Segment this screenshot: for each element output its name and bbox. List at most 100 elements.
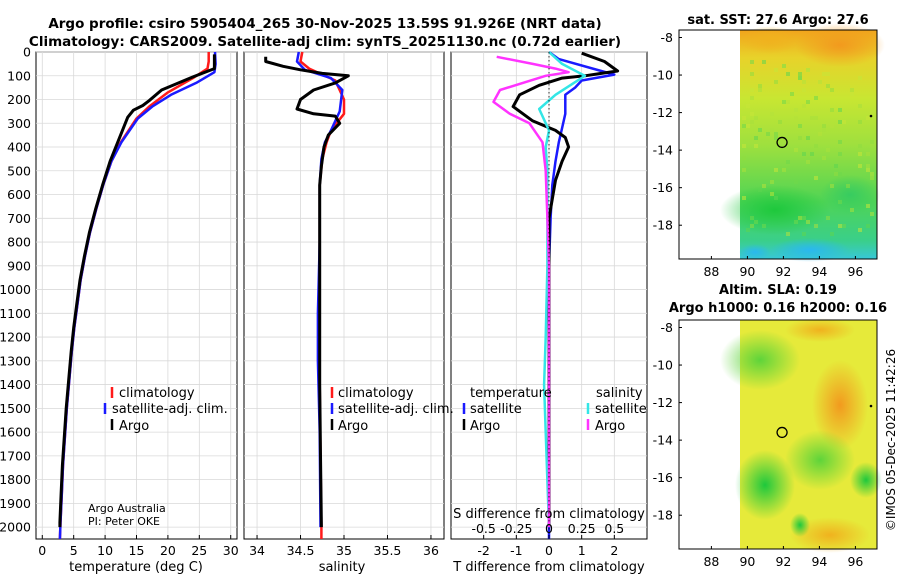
sla-map-ticks: 88 90 92 94 96 -8 -10 -12 -14 -16 -18 bbox=[653, 320, 864, 569]
sst-pixel bbox=[814, 176, 818, 180]
x-top-tick-label: -0.5 bbox=[471, 521, 495, 536]
sst-pixel bbox=[794, 108, 798, 112]
sst-pixel bbox=[746, 124, 750, 128]
sst-pixel bbox=[770, 112, 774, 116]
sst-pixel bbox=[762, 184, 766, 188]
sst-pixel bbox=[866, 224, 870, 228]
y-tick-label: 200 bbox=[7, 92, 31, 107]
sst-pixel bbox=[830, 108, 834, 112]
legend-label-t-argo: Argo bbox=[470, 419, 500, 434]
y-tick-label: 0 bbox=[23, 45, 31, 60]
x-tick-label: 2 bbox=[610, 543, 618, 558]
sst-pixel bbox=[782, 168, 786, 172]
sla-edge-dot bbox=[869, 404, 873, 408]
sst-pixel bbox=[870, 212, 874, 216]
sst-map: 88 90 92 94 96 -8 -10 -12 -14 -16 -18 bbox=[653, 23, 885, 279]
map-x-tick-label: 94 bbox=[811, 554, 827, 569]
credit-line1: Argo Australia bbox=[88, 502, 166, 515]
map-y-tick-label: -14 bbox=[653, 143, 673, 158]
x-tick-label: 5 bbox=[70, 543, 78, 558]
sst-pixel bbox=[814, 224, 818, 228]
x-tick-label: 10 bbox=[97, 543, 113, 558]
sst-pixel bbox=[806, 100, 810, 104]
sst-pixel bbox=[838, 152, 842, 156]
y-tick-label: 1000 bbox=[0, 282, 31, 297]
y-tick-label: 700 bbox=[7, 211, 31, 226]
series-line-argo bbox=[58, 54, 216, 528]
sst-pixel bbox=[786, 232, 790, 236]
legend-label-satellite: satellite-adj. clim. bbox=[112, 402, 228, 417]
map-x-tick-label: 88 bbox=[703, 264, 719, 279]
sst-pixel bbox=[830, 88, 834, 92]
x-tick-label: 36 bbox=[423, 543, 439, 558]
y-tick-label: 400 bbox=[7, 140, 31, 155]
sst-pixel bbox=[842, 120, 846, 124]
y-tick-label: 500 bbox=[7, 163, 31, 178]
sst-pixel bbox=[806, 68, 810, 72]
sst-pixel bbox=[762, 60, 766, 64]
y-tick-label: 1500 bbox=[0, 401, 31, 416]
sst-cool-patch-2 bbox=[820, 175, 880, 215]
sst-pixel bbox=[826, 216, 830, 220]
sst-pixel bbox=[742, 168, 746, 172]
map-y-tick-label: -12 bbox=[653, 105, 673, 120]
map-x-tick-label: 90 bbox=[739, 264, 755, 279]
series-line-satellite-adj-clim- bbox=[58, 51, 217, 540]
sst-pixel bbox=[858, 120, 862, 124]
sla-map: 88 90 92 94 96 -8 -10 -12 -14 -16 -18 bbox=[653, 318, 882, 569]
sst-pixel bbox=[810, 116, 814, 120]
sst-pixel bbox=[786, 100, 790, 104]
x-tick-label: -2 bbox=[477, 543, 489, 558]
sst-pixel bbox=[794, 148, 798, 152]
x-tick-label: 35 bbox=[336, 543, 352, 558]
map-y-tick-label: -10 bbox=[653, 358, 673, 373]
sst-pixel bbox=[802, 232, 806, 236]
x-tick-label: 1 bbox=[578, 543, 586, 558]
sst-pixel bbox=[858, 228, 862, 232]
sst-pixel bbox=[810, 152, 814, 156]
sla-map-frame bbox=[678, 319, 878, 550]
series-line-salinity-satellite bbox=[537, 51, 587, 528]
sst-pixel bbox=[786, 72, 790, 76]
sst-pixel bbox=[774, 132, 778, 136]
sst-pixel bbox=[794, 116, 798, 120]
y-tick-label: 300 bbox=[7, 116, 31, 131]
sst-pixel bbox=[770, 192, 774, 196]
sst-pixel bbox=[750, 60, 754, 64]
sst-pixel bbox=[750, 216, 754, 220]
sst-pixel bbox=[746, 228, 750, 232]
sst-pixel bbox=[742, 196, 746, 200]
legend-heading-salinity: salinity bbox=[596, 386, 643, 401]
x-top-tick-label: 0.25 bbox=[568, 521, 596, 536]
map-x-tick-label: 94 bbox=[811, 264, 827, 279]
legend-label-climatology: climatology bbox=[119, 386, 195, 401]
sst-pixel bbox=[838, 200, 842, 204]
sst-pixel bbox=[806, 220, 810, 224]
sst-pixel bbox=[866, 152, 870, 156]
sst-pixel bbox=[870, 172, 874, 176]
sst-pixel bbox=[834, 164, 838, 168]
sla-high-patch-2 bbox=[785, 318, 855, 342]
temperature-x-label: temperature (deg C) bbox=[69, 560, 203, 575]
sst-map-title: sat. SST: 27.6 Argo: 27.6 bbox=[687, 13, 868, 28]
sst-pixel bbox=[826, 84, 830, 88]
sst-pixel bbox=[858, 76, 862, 80]
sst-pixel bbox=[770, 180, 774, 184]
imos-timestamp: ©IMOS 05-Dec-2025 11:42:26 bbox=[884, 349, 898, 531]
y-tick-label: 800 bbox=[7, 235, 31, 250]
sst-pixel bbox=[762, 224, 766, 228]
y-tick-label: 2000 bbox=[0, 520, 31, 535]
sst-pixel bbox=[778, 120, 782, 124]
sst-pixel bbox=[866, 164, 870, 168]
sst-pixel bbox=[814, 144, 818, 148]
sst-pixel bbox=[794, 180, 798, 184]
map-x-tick-label: 96 bbox=[847, 554, 863, 569]
sst-pixel bbox=[750, 112, 754, 116]
profile-curves bbox=[58, 50, 620, 540]
sst-pixel bbox=[822, 72, 826, 76]
y-tick-label: 100 bbox=[7, 68, 31, 83]
sst-pixel bbox=[798, 216, 802, 220]
sst-pixel bbox=[826, 148, 830, 152]
sla-map-title-line1: Altim. SLA: 0.19 bbox=[719, 283, 837, 298]
